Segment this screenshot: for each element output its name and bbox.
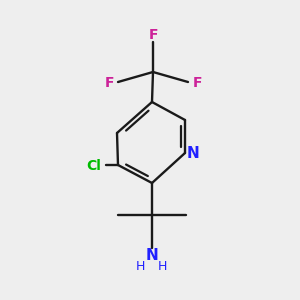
Text: N: N xyxy=(187,146,200,160)
Text: F: F xyxy=(104,76,114,90)
Text: H: H xyxy=(157,260,167,272)
Text: F: F xyxy=(192,76,202,90)
Text: N: N xyxy=(146,248,158,263)
Text: F: F xyxy=(148,28,158,42)
Text: H: H xyxy=(135,260,145,272)
Text: Cl: Cl xyxy=(87,159,101,173)
